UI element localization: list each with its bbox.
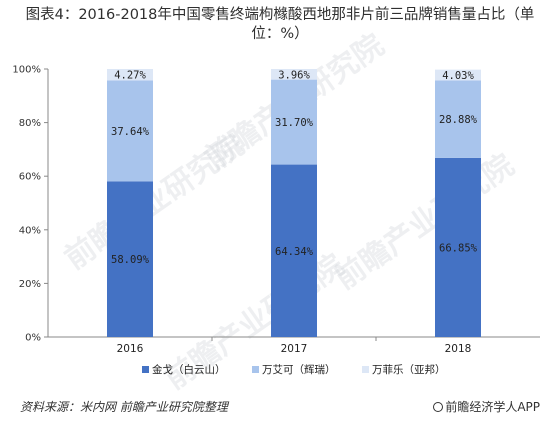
legend-label: 万艾可（辉瑞） xyxy=(262,363,336,376)
brand-text: 前瞻经济学人APP xyxy=(445,400,540,414)
x-tick-label: 2017 xyxy=(281,343,308,355)
data-label: 4.03% xyxy=(442,70,474,82)
bar-segment xyxy=(435,80,481,158)
bar-segment xyxy=(435,69,481,81)
data-label: 31.70% xyxy=(275,117,314,129)
data-label: 64.34% xyxy=(275,246,314,258)
legend-swatch xyxy=(362,366,369,373)
data-label: 28.88% xyxy=(439,114,478,126)
y-tick-label: 60% xyxy=(19,172,41,183)
x-tick-label: 2016 xyxy=(117,343,144,355)
legend-label: 金戈（白云山） xyxy=(152,363,226,376)
brand-logo-icon xyxy=(433,402,444,412)
legend-swatch xyxy=(252,366,259,373)
bar-segment xyxy=(107,80,153,182)
data-label: 4.27% xyxy=(114,70,146,82)
source-note: 资料来源：米内网 前瞻产业研究院整理 xyxy=(20,400,228,414)
bar-segment xyxy=(271,79,317,165)
data-label: 37.64% xyxy=(111,126,150,138)
bar-segment xyxy=(271,69,317,80)
chart-title: 图表4：2016-2018年中国零售终端枸橼酸西地那非片前三品牌销售量占比（单位… xyxy=(25,7,535,42)
y-tick-label: 80% xyxy=(19,118,41,129)
bar-segment xyxy=(107,69,153,81)
data-label: 3.96% xyxy=(278,69,310,81)
bar-segment xyxy=(271,164,317,337)
y-tick-label: 40% xyxy=(19,225,41,236)
bar-segment xyxy=(435,157,481,337)
y-tick-label: 20% xyxy=(19,279,41,290)
legend-swatch xyxy=(142,366,149,373)
data-label: 66.85% xyxy=(439,242,478,254)
y-tick-label: 0% xyxy=(25,333,41,344)
legend-label: 万菲乐（亚邦） xyxy=(372,363,446,376)
watermark-text: 前瞻产业研究院 xyxy=(329,148,521,297)
data-label: 58.09% xyxy=(111,254,150,266)
y-tick-label: 100% xyxy=(12,65,41,76)
brand-label: 前瞻经济学人APP xyxy=(433,398,540,415)
bar-segment xyxy=(107,181,153,337)
x-tick-label: 2018 xyxy=(445,343,472,355)
